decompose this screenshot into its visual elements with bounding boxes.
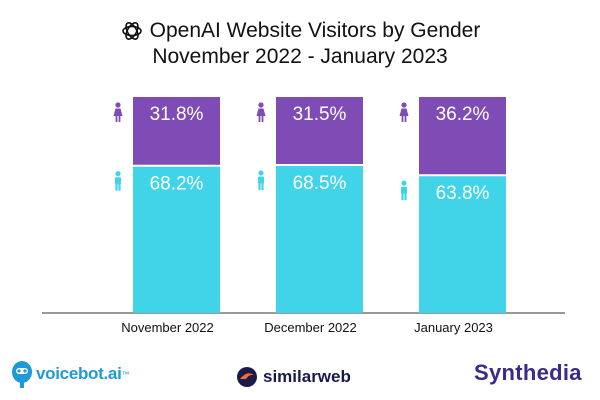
data-label-male: 63.8%	[436, 183, 490, 204]
data-label-male: 68.5%	[293, 173, 347, 194]
x-tick-label: November 2022	[121, 320, 214, 335]
synthedia-logo-text: Synthedia	[474, 360, 582, 385]
synthedia-logo: Synthedia	[474, 360, 582, 386]
voicebot-robot-icon	[8, 358, 36, 390]
male-icon	[401, 181, 407, 201]
male-icon	[115, 171, 121, 191]
data-label-female: 31.5%	[293, 104, 347, 125]
similarweb-logo-text: similarweb	[263, 367, 351, 387]
stacked-bar-chart: 31.8% 68.2% November 2022 31.5% 68.5% Decembe…	[0, 0, 600, 400]
female-icon	[114, 102, 123, 122]
x-tick-label: December 2022	[264, 320, 357, 335]
voicebot-trademark: ™	[122, 370, 130, 379]
similarweb-logo: similarweb	[236, 366, 351, 388]
similarweb-mark-icon	[236, 366, 258, 388]
female-icon	[400, 102, 409, 122]
data-label-female: 36.2%	[436, 104, 490, 125]
x-tick-label: January 2023	[414, 320, 493, 335]
voicebot-logo: voicebot.ai ™	[8, 358, 130, 390]
data-label-male: 68.2%	[150, 174, 204, 195]
female-icon	[257, 102, 266, 122]
data-label-female: 31.8%	[150, 104, 204, 125]
male-icon	[258, 170, 264, 190]
voicebot-logo-text: voicebot.ai	[36, 364, 122, 384]
